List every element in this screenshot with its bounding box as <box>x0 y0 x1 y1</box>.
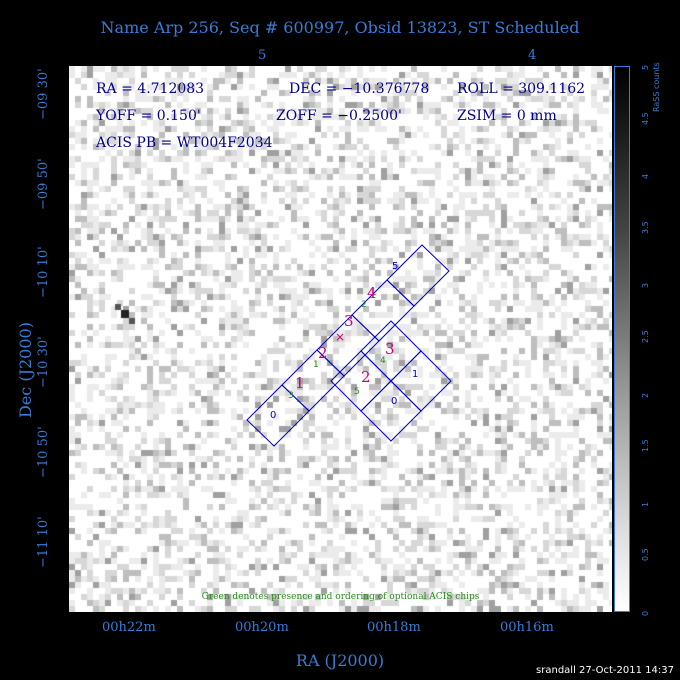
i-label-blue-1: 1 <box>412 369 418 380</box>
aimpoint-marker: × <box>335 330 345 344</box>
s-label-green-3: 3 <box>288 391 294 401</box>
s-label-green-2: 2 <box>361 300 367 310</box>
s-chip-0 <box>246 384 310 447</box>
x-axis-label: RA (J2000) <box>295 651 385 670</box>
i-label-green-5: 5 <box>354 387 360 397</box>
i-label-green-4: 4 <box>380 356 386 366</box>
colorbar-tick: 1.5 <box>641 439 650 453</box>
sky-image-plot: RA = 4.712083 DEC = −10.376778 ROLL = 30… <box>69 66 612 612</box>
colorbar-tick: 2.5 <box>641 330 650 343</box>
y-tick-4: −10 50' <box>36 426 51 478</box>
colorbar-tick: 3 <box>641 283 650 289</box>
chip-legend-note: Green denotes presence and ordering of o… <box>201 592 480 602</box>
x-tick-2: 00h18m <box>367 620 421 635</box>
colorbar-tick: 3.5 <box>641 221 650 234</box>
i-chip-0 <box>360 380 422 442</box>
s-label-magenta-4: 4 <box>367 284 377 302</box>
info-roll: ROLL = 309.1162 <box>457 81 586 97</box>
s-label-magenta-3: 3 <box>344 312 354 330</box>
info-zoff: ZOFF = −0.2500' <box>276 108 402 124</box>
info-dec: DEC = −10.376778 <box>289 81 430 97</box>
colorbar-tick: 0 <box>641 610 650 616</box>
acis-s-array <box>246 244 450 447</box>
y-axis-label: Dec (J2000) <box>16 322 35 418</box>
chip-overlay: × 0 3 1 1 2 3 2 4 5 5 2 4 3 1 0 <box>246 244 452 447</box>
x-tick-1: 00h20m <box>235 620 289 635</box>
i-label-blue-0: 0 <box>391 396 397 407</box>
colorbar-tick: 5 <box>641 64 650 70</box>
colorbar-tick: 2 <box>641 392 650 398</box>
s-label-magenta-1: 1 <box>295 374 305 392</box>
info-ra: RA = 4.712083 <box>96 81 205 97</box>
y-tick-3: −10 30' <box>36 336 51 388</box>
rass-sky-image <box>69 66 612 612</box>
colorbar-label: RaSS counts <box>652 62 661 112</box>
s-chip-3 <box>351 279 415 342</box>
y-tick-0: −09 30' <box>36 68 51 120</box>
info-zsim: ZSIM = 0 mm <box>457 108 557 124</box>
info-acis: ACIS PB = WT004F2034 <box>96 135 273 151</box>
colorbar <box>614 66 630 612</box>
s-label-magenta-2: 2 <box>318 344 328 362</box>
info-yoff: YOFF = 0.150' <box>96 108 201 124</box>
s-label-blue-5: 5 <box>392 261 398 272</box>
y-tick-5: −11 10' <box>36 516 51 568</box>
top-tick-5: 5 <box>258 48 267 63</box>
i-label-magenta-2: 2 <box>361 368 371 386</box>
top-tick-4: 4 <box>528 48 537 63</box>
x-tick-3: 00h16m <box>500 620 554 635</box>
s-label-blue-0: 0 <box>270 410 276 421</box>
i-chip-1 <box>390 350 452 412</box>
colorbar-tick: 4.5 <box>641 111 650 125</box>
colorbar-tick: 4 <box>641 174 650 180</box>
y-tick-2: −10 10' <box>36 246 51 298</box>
acis-i-array <box>330 320 452 442</box>
footer-credit: srandall 27-Oct-2011 14:37 <box>536 665 674 676</box>
x-tick-0: 00h22m <box>102 620 156 635</box>
colorbar-tick: 1 <box>641 501 650 507</box>
s-label-green-1: 1 <box>313 360 319 370</box>
y-tick-1: −09 50' <box>36 158 51 210</box>
i-label-magenta-3: 3 <box>385 340 395 358</box>
s-chip-4 <box>386 244 450 307</box>
figure-title: Name Arp 256, Seq # 600997, Obsid 13823,… <box>100 18 580 37</box>
colorbar-tick: 0.5 <box>641 548 650 562</box>
